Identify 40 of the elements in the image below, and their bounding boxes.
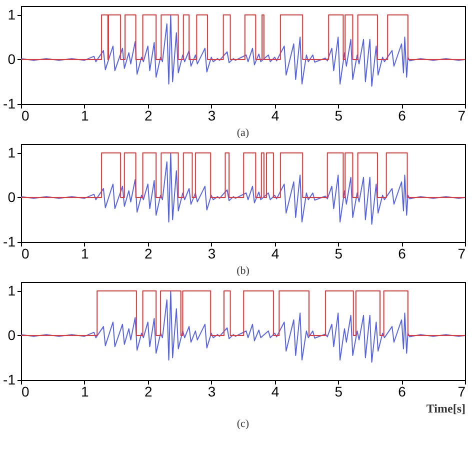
x-tick-label: 2: [144, 246, 152, 262]
y-tick-label: 0: [8, 188, 16, 205]
y-tick-label: 1: [8, 144, 16, 160]
x-tick-label: 1: [81, 246, 90, 262]
x-tick-label: 2: [144, 384, 152, 400]
x-tick-label: 0: [22, 384, 30, 400]
y-tick-label: 0: [8, 50, 16, 67]
y-tick-label: 1: [8, 6, 16, 22]
x-tick-label: 1: [81, 384, 90, 400]
line-series: [20, 152, 466, 225]
line-series: [20, 14, 466, 87]
text: (b): [236, 265, 250, 277]
y-tick-label: -1: [3, 96, 16, 112]
text: (c): [236, 418, 250, 430]
x-tick-label: 7: [458, 384, 466, 400]
x-tick-label: 6: [398, 384, 406, 400]
x-tick-label: 2: [144, 108, 152, 124]
x-tick-label: 4: [271, 108, 280, 124]
x-tick-label: 4: [271, 384, 280, 400]
x-tick-label: 6: [398, 246, 406, 262]
x-tick-label: 3: [208, 384, 216, 400]
x-tick-label: 7: [458, 246, 466, 262]
x-tick-label: 3: [208, 246, 216, 262]
x-tick-label: 4: [271, 246, 280, 262]
x-tick-label: 5: [334, 384, 343, 400]
x-tick-label: 0: [22, 108, 30, 124]
x-tick-label: 6: [398, 108, 406, 124]
x-tick-label: 7: [458, 108, 466, 124]
x-axis-title: Time[s]: [426, 402, 466, 416]
x-tick-label: 0: [22, 246, 30, 262]
y-tick-label: 0: [8, 326, 16, 343]
x-tick-label: 5: [334, 246, 343, 262]
y-tick-label: 1: [8, 282, 16, 298]
x-tick-label: 1: [81, 108, 90, 124]
y-tick-label: -1: [3, 234, 16, 250]
y-tick-label: -1: [3, 372, 16, 388]
text: (a): [236, 127, 250, 139]
x-tick-label: 5: [334, 108, 343, 124]
x-tick-label: 3: [208, 108, 216, 124]
line-series: [20, 290, 466, 363]
